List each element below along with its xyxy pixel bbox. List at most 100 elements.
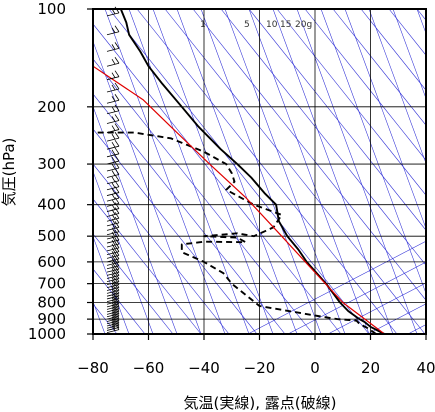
x-tick-label: 20: [361, 359, 380, 377]
guide-line: [360, 9, 426, 91]
x-axis-title: 気温(実線), 露点(破線): [184, 394, 337, 412]
wind-barb: [106, 307, 120, 318]
wind-barb: [106, 191, 120, 202]
guide-line: [93, 163, 230, 334]
guide-line: [220, 9, 426, 266]
wind-barb: [106, 161, 120, 172]
guide-lines: [93, 9, 426, 334]
y-tick-label: 900: [37, 310, 66, 328]
x-tick-label: 40: [416, 359, 435, 377]
guide-line: [332, 9, 426, 126]
wind-barb: [106, 42, 120, 52]
wind-barb: [106, 289, 120, 300]
wind-barb: [106, 123, 120, 133]
guide-line: [248, 9, 370, 334]
guide-line: [108, 9, 370, 334]
wind-barb: [106, 70, 120, 81]
x-tick-label: −20: [244, 359, 276, 377]
guide-line: [93, 128, 258, 334]
wind-barb: [106, 202, 120, 212]
guide-line: [93, 40, 202, 334]
guide-line: [296, 9, 418, 334]
mixing-ratio-labels: 1 5 10 15 20g: [200, 20, 312, 30]
wind-barb: [106, 139, 120, 150]
wind-barb: [106, 168, 120, 178]
guide-line: [93, 198, 202, 334]
y-tick-label: 200: [37, 98, 66, 116]
mixing-ratio-label: 5: [244, 20, 250, 30]
guide-line: [176, 9, 298, 334]
wind-barb: [106, 114, 120, 124]
mixing-ratio-label: 1: [200, 20, 206, 30]
x-tick-label: 0: [310, 359, 320, 377]
guide-line: [192, 9, 426, 301]
guide-line: [320, 9, 426, 295]
y-tick-label: 100: [37, 0, 66, 18]
guide-line: [136, 9, 398, 334]
guide-line: [224, 9, 346, 334]
y-axis-title: 気圧(hPa): [0, 138, 18, 207]
y-tick-label: 1000: [28, 325, 66, 343]
wind-barb: [106, 321, 120, 331]
wind-barb: [106, 174, 120, 185]
guide-line: [93, 170, 154, 334]
guide-line: [164, 9, 426, 334]
x-tick-label: −40: [188, 359, 220, 377]
guide-line: [276, 9, 426, 196]
wind-barb: [106, 94, 120, 104]
guide-line: [93, 23, 342, 334]
grid-lines: [92, 8, 427, 335]
guide-line: [93, 268, 146, 334]
guide-line: [388, 9, 426, 56]
wind-barb: [106, 180, 120, 191]
wind-barb: [106, 295, 120, 305]
wind-barb: [106, 207, 120, 217]
guide-line: [93, 58, 314, 334]
guide-line: [368, 9, 426, 165]
guide-line: [152, 9, 274, 334]
guide-line: [248, 9, 426, 231]
y-tick-label: 400: [37, 196, 66, 214]
wind-barb: [106, 302, 120, 313]
wind-barb: [106, 286, 120, 297]
wind-barb: [106, 323, 120, 333]
x-tick-label: −80: [77, 359, 109, 377]
y-tick-label: 600: [37, 253, 66, 271]
wind-barb: [106, 131, 120, 142]
y-tick-label: 300: [37, 155, 66, 173]
wind-barb: [106, 309, 120, 320]
mixing-ratio-label: 20g: [295, 20, 312, 30]
wind-barb: [106, 57, 120, 67]
wind-barbs: [106, 6, 120, 333]
guide-line: [272, 9, 394, 334]
wind-barb: [106, 82, 120, 93]
wind-barb: [106, 104, 120, 115]
wind-barb: [106, 147, 120, 158]
guide-line: [392, 9, 426, 100]
guide-line: [247, 240, 426, 334]
x-axis-ticks: −80 −60 −40 −20 0 20 40: [77, 334, 435, 377]
guide-line: [304, 9, 426, 161]
guide-line: [93, 93, 286, 334]
y-tick-label: 500: [37, 227, 66, 245]
guide-line: [93, 235, 130, 334]
wind-barb: [106, 197, 120, 207]
guide-line: [104, 9, 226, 334]
wind-barb: [106, 297, 120, 308]
temperature-profile: [119, 9, 385, 334]
guide-line: [287, 261, 426, 334]
wind-barb: [106, 292, 120, 303]
mixing-ratio-label: 10: [266, 20, 278, 30]
dewpoint-profile: [93, 131, 377, 334]
wind-barb: [106, 154, 120, 165]
y-tick-label: 800: [37, 294, 66, 312]
wind-barb: [106, 25, 120, 36]
parcel-profile: [93, 65, 385, 334]
wind-barb: [106, 300, 120, 310]
series-layer: [93, 9, 385, 334]
guide-line: [344, 9, 426, 230]
y-tick-label: 700: [37, 275, 66, 293]
wind-barb: [106, 212, 120, 222]
